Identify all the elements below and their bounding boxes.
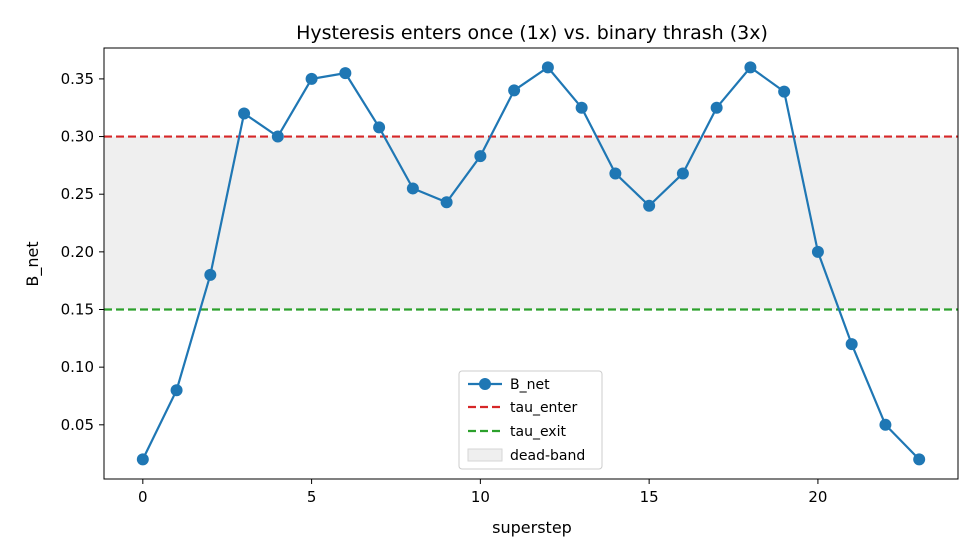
y-axis-label: B_net <box>23 241 43 286</box>
x-tick-label: 0 <box>138 488 148 506</box>
legend-label-tau_exit: tau_exit <box>510 424 566 440</box>
data-point <box>845 338 858 351</box>
data-point <box>474 150 487 163</box>
data-point <box>879 418 892 431</box>
series-layer <box>136 61 926 466</box>
legend-handle-dead-band <box>467 448 503 462</box>
dead-band-region <box>104 136 958 310</box>
data-point <box>811 245 824 258</box>
data-point <box>744 61 757 74</box>
plot-frame <box>103 47 959 480</box>
data-point <box>406 182 419 195</box>
data-point <box>609 167 622 180</box>
data-point <box>136 453 149 466</box>
y-tick-label: 0.10 <box>61 358 94 376</box>
data-point <box>913 453 926 466</box>
legend-box <box>458 370 603 470</box>
data-point <box>440 196 453 209</box>
data-point <box>305 72 318 85</box>
data-point <box>373 121 386 134</box>
y-tick-label: 0.30 <box>61 128 94 146</box>
y-tick-label: 0.25 <box>61 185 94 203</box>
series-line-b-net <box>141 65 920 461</box>
data-point <box>575 101 588 114</box>
legend-marker-b-net <box>479 378 491 390</box>
data-point <box>710 101 723 114</box>
legend: B_net tau_enter tau_exit dead-band <box>458 370 603 470</box>
data-point <box>778 85 791 98</box>
data-point <box>541 61 554 74</box>
x-tick-label: 15 <box>640 488 659 506</box>
x-tick-label: 10 <box>471 488 490 506</box>
data-point <box>238 107 251 120</box>
data-point <box>170 384 183 397</box>
band-layer <box>104 136 958 310</box>
x-axis-label: superstep <box>492 518 572 537</box>
y-tick-label: 0.20 <box>61 243 94 261</box>
data-point <box>676 167 689 180</box>
data-point <box>204 268 217 281</box>
chart-title: Hysteresis enters once (1x) vs. binary t… <box>296 22 768 44</box>
y-tick-label: 0.05 <box>61 416 94 434</box>
x-tick-label: 5 <box>307 488 317 506</box>
data-point <box>643 199 656 212</box>
data-point <box>339 67 352 80</box>
y-tick-label: 0.35 <box>61 70 94 88</box>
legend-label-tau_enter: tau_enter <box>510 400 578 416</box>
tick-layer: 0 5 10 15 20 0.05 0.10 0.15 0.20 0.25 0.30 0.35 <box>61 70 828 506</box>
legend-label-b-net: B_net <box>510 377 550 393</box>
legend-label-dead-band: dead-band <box>510 448 585 464</box>
y-tick-label: 0.15 <box>61 301 94 319</box>
data-point <box>508 84 521 97</box>
threshold-layer <box>104 135 958 311</box>
x-tick-label: 20 <box>808 488 827 506</box>
data-point <box>271 130 284 143</box>
